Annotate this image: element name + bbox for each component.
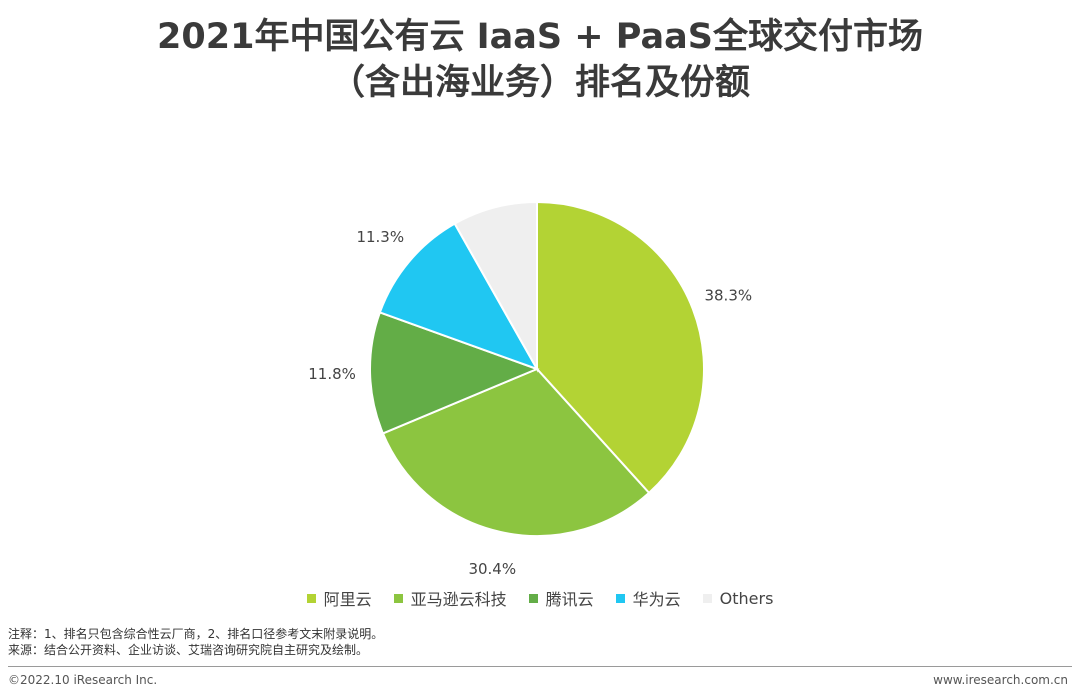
source-line: 来源：结合公开资料、企业访谈、艾瑞咨询研究院自主研究及绘制。 bbox=[8, 643, 369, 657]
legend-label: 阿里云 bbox=[323, 590, 372, 609]
chart-title: 2021年中国公有云 IaaS + PaaS全球交付市场 （含出海业务）排名及份… bbox=[0, 14, 1080, 106]
legend-item: 腾讯云 bbox=[528, 586, 594, 610]
legend-item: 亚马逊云科技 bbox=[393, 586, 507, 610]
legend-swatch bbox=[528, 593, 538, 603]
legend-swatch bbox=[306, 593, 316, 603]
legend-label: 亚马逊云科技 bbox=[410, 590, 507, 609]
legend-swatch bbox=[615, 593, 625, 603]
chart-title-line-1: 2021年中国公有云 IaaS + PaaS全球交付市场 bbox=[157, 17, 923, 57]
notes: 注释：1、排名只包含综合性云厂商，2、排名口径参考文末附录说明。 来源：结合公开… bbox=[8, 626, 383, 658]
data-label: 38.3% bbox=[704, 286, 752, 304]
legend-label: 腾讯云 bbox=[545, 590, 594, 609]
note-line: 注释：1、排名只包含综合性云厂商，2、排名口径参考文末附录说明。 bbox=[8, 627, 384, 641]
legend-swatch bbox=[702, 593, 712, 603]
website: www.iresearch.com.cn bbox=[933, 673, 1068, 687]
data-label: 11.8% bbox=[308, 365, 356, 383]
footer-divider bbox=[8, 666, 1072, 667]
legend-item: Others bbox=[702, 588, 774, 608]
pie-slice bbox=[453, 200, 538, 373]
pie-slice bbox=[381, 367, 651, 537]
chart-title-line-2: （含出海业务）排名及份额 bbox=[329, 63, 750, 103]
legend-label: 华为云 bbox=[632, 590, 681, 609]
data-label: 30.4% bbox=[468, 560, 516, 578]
data-label: 11.3% bbox=[356, 228, 404, 246]
pie-slice bbox=[369, 311, 540, 435]
pie-slice bbox=[536, 200, 705, 495]
legend-label: Others bbox=[719, 588, 774, 608]
legend-swatch bbox=[393, 593, 403, 603]
legend-item: 华为云 bbox=[615, 586, 681, 610]
chart-legend: 阿里云 亚马逊云科技 腾讯云 华为云 Others bbox=[0, 586, 1080, 610]
legend-item: 阿里云 bbox=[306, 586, 372, 610]
pie-slice bbox=[378, 222, 540, 371]
copyright: ©2022.10 iResearch Inc. bbox=[8, 673, 158, 687]
